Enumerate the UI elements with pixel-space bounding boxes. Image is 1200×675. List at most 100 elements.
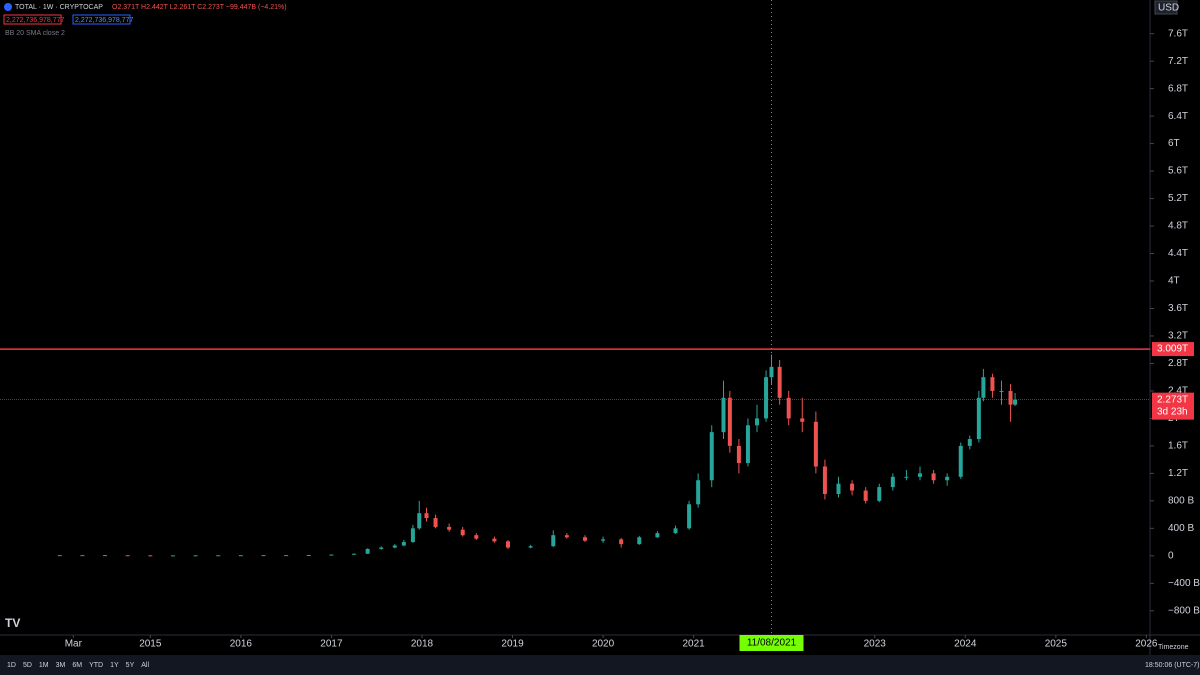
candle-body	[967, 439, 972, 446]
y-tick-label: 1.6T	[1168, 441, 1188, 452]
candle-body	[365, 548, 370, 554]
x-tick-label: Mar	[65, 639, 83, 650]
countdown: 3d 23h	[1157, 406, 1188, 417]
range-button[interactable]: 1M	[39, 662, 49, 669]
candle-body	[958, 445, 963, 477]
currency-box[interactable]	[1154, 0, 1178, 15]
crosshair-label: 11/08/2021	[747, 638, 797, 649]
candle-body	[392, 545, 397, 548]
candle-body	[619, 539, 624, 545]
y-tick-label: 6.4T	[1168, 111, 1188, 122]
candle-body	[216, 555, 221, 557]
candle-body	[945, 476, 950, 481]
candle-body	[863, 490, 868, 501]
sell-price[interactable]: 2,272,736,978,777	[6, 17, 64, 24]
crosshair-label-bg	[739, 635, 804, 651]
range-button[interactable]: All	[141, 662, 149, 669]
x-tick-label: 2018	[411, 639, 434, 650]
y-tick-label: 3.6T	[1168, 303, 1188, 314]
candle-body	[492, 538, 497, 542]
range-button[interactable]: 3M	[56, 662, 66, 669]
candle-body	[931, 473, 936, 481]
candle-body	[306, 554, 311, 556]
candle-body	[981, 377, 986, 398]
candle-body	[990, 377, 995, 391]
candle-body	[447, 526, 452, 530]
y-tick-label: 1.2T	[1168, 468, 1188, 479]
buy-price[interactable]: 2,272,736,978,777	[75, 17, 133, 24]
y-tick-label: 4.4T	[1168, 248, 1188, 259]
x-tick-label: 2021	[682, 639, 705, 650]
x-tick-label: 2025	[1045, 639, 1068, 650]
x-tick-label: 2016	[230, 639, 253, 650]
currency[interactable]: USD	[1158, 3, 1179, 14]
range-button[interactable]: 5Y	[126, 662, 135, 669]
candle-body	[673, 528, 678, 534]
last-price-bg	[1152, 392, 1194, 420]
candle-body	[1008, 390, 1013, 405]
candle-body	[877, 487, 882, 501]
timezone[interactable]: Timezone	[1158, 644, 1189, 651]
candle-body	[329, 554, 334, 556]
buy-badge[interactable]	[72, 14, 131, 25]
y-tick-label: 2.8T	[1168, 358, 1188, 369]
candle-body	[655, 533, 660, 538]
range-button[interactable]: 1Y	[110, 662, 119, 669]
candle-body	[721, 397, 726, 433]
candle-body	[736, 445, 741, 464]
y-tick-label: −800 B	[1168, 605, 1200, 616]
y-tick-label: 7.2T	[1168, 56, 1188, 67]
candle-body	[57, 555, 62, 557]
y-tick-label: 400 B	[1168, 523, 1194, 534]
x-tick-label: 2020	[592, 639, 615, 650]
candle-body	[755, 418, 760, 426]
candle-body	[976, 397, 981, 440]
bottom-toolbar	[0, 655, 1200, 675]
logo: TV	[5, 616, 20, 630]
y-tick-label: 6T	[1168, 138, 1180, 149]
high-label: 3.009T	[1157, 344, 1188, 355]
candle-body	[1013, 399, 1018, 405]
y-tick-label: 5.6T	[1168, 166, 1188, 177]
candle-body	[379, 547, 384, 549]
candle-body	[148, 555, 153, 557]
candle-body	[352, 553, 357, 555]
candle-body	[637, 537, 642, 545]
candle-body	[601, 539, 606, 541]
candle-body	[836, 483, 841, 494]
range-button[interactable]: YTD	[89, 662, 103, 669]
candle-body	[80, 555, 85, 557]
candle-body	[764, 377, 769, 419]
candle-body	[103, 555, 108, 557]
candle-body	[284, 555, 289, 557]
y-tick-label: 7.6T	[1168, 28, 1188, 39]
high-label-bg	[1152, 342, 1194, 357]
sell-badge[interactable]	[3, 14, 62, 25]
range-button[interactable]: 5D	[23, 662, 32, 669]
y-tick-label: −400 B	[1168, 578, 1200, 589]
x-tick-label: 2024	[954, 639, 977, 650]
x-tick-label: 2023	[864, 639, 887, 650]
candle-body	[709, 432, 714, 481]
y-tick-label: 3.2T	[1168, 331, 1188, 342]
indicator-label: BB 20 SMA close 2	[5, 30, 65, 37]
candle-body	[582, 537, 587, 541]
candle-body	[193, 555, 198, 557]
candle-body	[474, 535, 479, 539]
y-tick-label: 0	[1168, 550, 1174, 561]
candle-body	[813, 421, 818, 467]
candle-body	[410, 528, 415, 543]
y-tick-label: 5.2T	[1168, 193, 1188, 204]
range-button[interactable]: 6M	[72, 662, 82, 669]
candle-body	[433, 518, 438, 527]
candle-body	[125, 555, 130, 557]
candle-body	[850, 483, 855, 491]
candle-body	[786, 397, 791, 419]
y-tick-label: 4.8T	[1168, 221, 1188, 232]
range-button[interactable]: 1D	[7, 662, 16, 669]
x-tick-label: 2026	[1135, 639, 1158, 650]
candle-body	[424, 513, 429, 519]
candle-body	[505, 541, 510, 548]
